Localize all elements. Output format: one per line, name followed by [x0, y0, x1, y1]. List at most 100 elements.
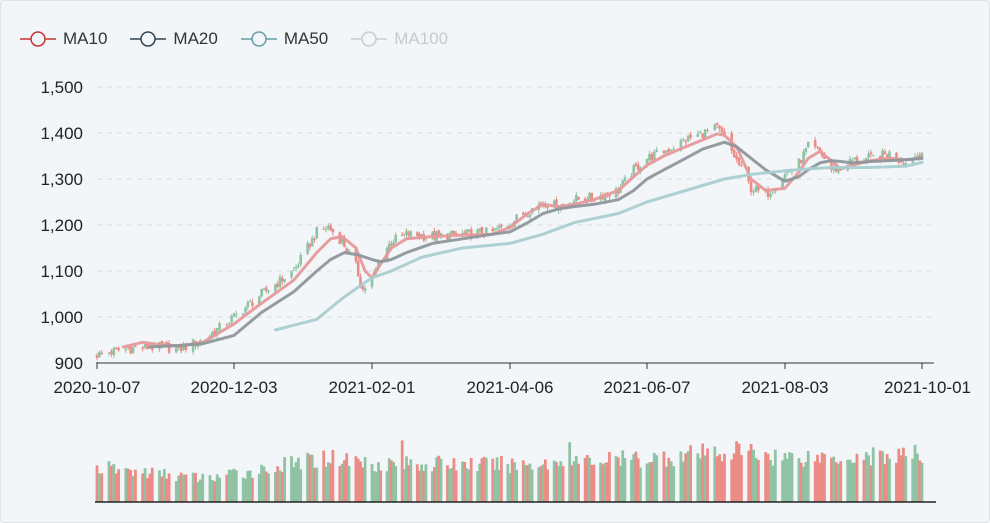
volume-bar [126, 468, 130, 502]
volume-bar [283, 457, 286, 502]
volume-bar [331, 449, 335, 502]
candle-body [608, 194, 611, 197]
volume-bar [461, 461, 464, 502]
volume-bar [904, 456, 908, 502]
volume-bar [324, 466, 328, 502]
candle-body [851, 160, 854, 162]
candle-body [225, 324, 229, 326]
candle-body [806, 141, 810, 148]
legend-label: MA50 [283, 29, 329, 48]
volume-bar [881, 451, 884, 502]
volume-bar [526, 465, 530, 502]
volume-bar [588, 457, 591, 502]
volume-bar [345, 453, 349, 502]
volume-bar [194, 473, 197, 502]
volume-bar [773, 449, 777, 502]
volume-bar [326, 462, 330, 502]
volume-bar [361, 467, 365, 502]
candle-body [454, 232, 458, 235]
y-tick-label: 1,500 [40, 78, 83, 97]
volume-bar [915, 453, 919, 502]
volume-bar [634, 451, 638, 502]
volume-bar [162, 468, 166, 502]
candle-body [916, 155, 919, 157]
volume-bar [112, 463, 116, 502]
volume-bar [347, 465, 351, 502]
volume-bar [499, 455, 503, 502]
volume-bar [679, 451, 683, 502]
legend-label: MA100 [394, 29, 449, 48]
volume-bar [469, 457, 473, 502]
volume-bar [356, 458, 360, 502]
candle-body [313, 238, 316, 241]
candle-body [131, 347, 135, 353]
candle-body [648, 154, 651, 161]
volume-bar [463, 462, 467, 502]
volume-bar [769, 459, 772, 502]
volume-bar [686, 451, 690, 502]
legend-item-ma100[interactable]: MA100 [350, 29, 448, 49]
ma-line-ma10 [121, 132, 924, 349]
candle-body [869, 152, 873, 155]
candle-body [920, 152, 924, 158]
y-tick-label: 1,200 [40, 216, 83, 235]
candle-body [853, 157, 856, 160]
legend-item-ma50[interactable]: MA50 [240, 29, 328, 49]
candle-body [267, 290, 270, 292]
volume-bar [590, 464, 594, 502]
volume-bar [706, 448, 709, 502]
legend-item-ma10[interactable]: MA10 [19, 29, 107, 49]
candle-body [526, 215, 529, 217]
volume-bar [392, 461, 395, 502]
volume-bar [234, 470, 238, 502]
volume-bar [420, 464, 423, 502]
candle-body [150, 348, 154, 350]
candle-body [766, 189, 770, 197]
candle-body [577, 196, 580, 200]
candle-body [864, 158, 868, 161]
volume-bar [480, 458, 484, 502]
volume-bar [555, 462, 558, 502]
volume-bar [749, 443, 753, 502]
volume-bar [790, 453, 794, 502]
volume-bar [491, 458, 495, 502]
candle-body [363, 288, 367, 291]
volume-bar [95, 465, 99, 502]
volume-bar [837, 463, 840, 502]
volume-bar [452, 458, 456, 502]
volume-bar [208, 475, 212, 502]
volume-bar [160, 476, 164, 502]
y-tick-label: 900 [55, 354, 83, 373]
volume-bar [747, 450, 751, 502]
volume-bar [482, 456, 486, 502]
candles-group [95, 122, 924, 361]
volume-bar [385, 471, 389, 502]
volume-bar [918, 460, 922, 502]
candle-body [786, 172, 789, 174]
volume-bar [363, 457, 367, 502]
volume-bar [196, 481, 200, 502]
candle-body [450, 230, 454, 234]
candle-body [698, 131, 702, 133]
candle-body [129, 346, 132, 354]
candle-body [521, 212, 525, 215]
volume-bar [539, 466, 543, 502]
legend-item-ma20[interactable]: MA20 [129, 29, 218, 49]
volume-bar [788, 452, 792, 502]
volume-bar [129, 470, 133, 502]
candle-body [769, 193, 772, 197]
volume-bar [672, 466, 676, 502]
volume-bar [648, 462, 651, 502]
candle-body [394, 234, 398, 243]
volume-bar [260, 464, 263, 502]
legend: MA10 MA20 MA50 MA100 [19, 25, 470, 53]
candle-body [696, 133, 700, 137]
volume-bar [387, 458, 391, 502]
candle-body [110, 351, 113, 355]
volume-bar [218, 477, 221, 502]
candle-body [310, 237, 314, 247]
candle-body [740, 165, 743, 167]
volume-bar [541, 464, 545, 502]
volume-bar [379, 470, 383, 502]
volume-bar [476, 471, 480, 502]
